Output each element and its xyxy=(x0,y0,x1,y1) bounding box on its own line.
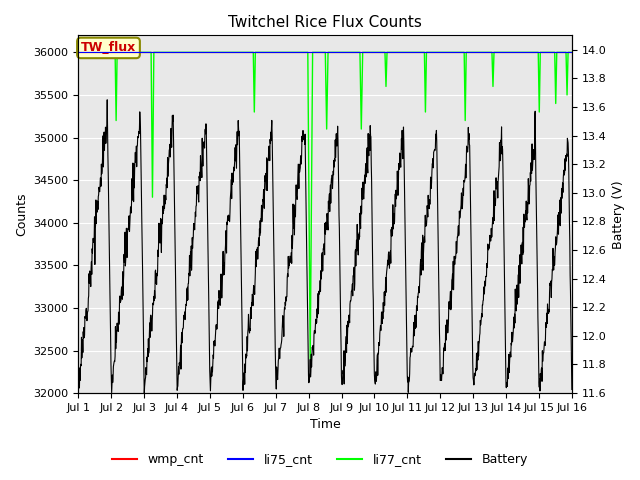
Legend: wmp_cnt, li75_cnt, li77_cnt, Battery: wmp_cnt, li75_cnt, li77_cnt, Battery xyxy=(107,448,533,471)
Y-axis label: Counts: Counts xyxy=(15,192,28,236)
X-axis label: Time: Time xyxy=(310,419,340,432)
Text: TW_flux: TW_flux xyxy=(81,41,136,54)
Title: Twitchel Rice Flux Counts: Twitchel Rice Flux Counts xyxy=(228,15,422,30)
Y-axis label: Battery (V): Battery (V) xyxy=(612,180,625,249)
